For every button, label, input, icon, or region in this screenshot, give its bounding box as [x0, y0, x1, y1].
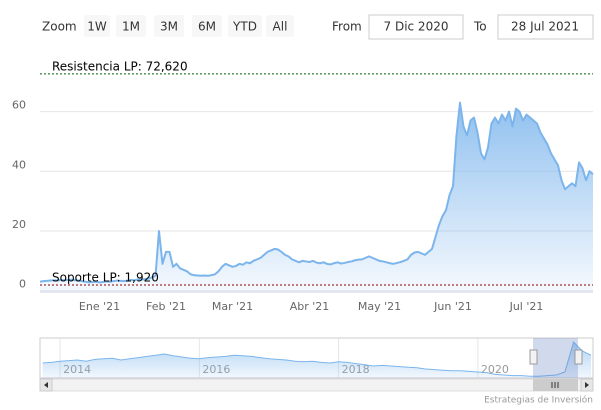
range-button[interactable]	[154, 15, 184, 37]
range-button-label: 1W	[87, 20, 107, 34]
range-button[interactable]	[266, 15, 294, 37]
y-tick-label: 40	[12, 158, 26, 171]
x-tick-label: Abr '21	[290, 300, 330, 313]
plot-line-label: Resistencia LP: 72,620	[52, 59, 188, 73]
from-label: From	[332, 20, 362, 34]
to-label: To	[473, 20, 487, 34]
area-fill	[40, 102, 593, 291]
range-button[interactable]	[228, 15, 262, 37]
x-tick-label: Mar '21	[212, 300, 253, 313]
from-value: 7 Dic 2020	[384, 20, 449, 34]
scrollbar-arrow	[44, 382, 48, 388]
range-button[interactable]	[116, 15, 146, 37]
navigator-area	[42, 342, 591, 378]
plot-line-label: Soporte LP: 1,920	[52, 270, 159, 284]
navigator-handle[interactable]	[574, 349, 583, 365]
range-button-label: All	[273, 20, 288, 34]
scrollbar-arrow	[585, 382, 589, 388]
range-button[interactable]	[192, 15, 222, 37]
scrollbar-track[interactable]	[39, 378, 594, 392]
series-line	[39, 101, 594, 284]
y-tick-label: 20	[12, 218, 26, 231]
credits: Estrategias de Inversión	[484, 395, 593, 406]
x-tick-label: May '21	[358, 300, 401, 313]
range-button-label: 6M	[198, 20, 216, 34]
y-tick-label: 0	[19, 278, 26, 291]
navigator: 2014201620182020	[42, 338, 592, 378]
x-tick-label: Ene '21	[79, 300, 120, 313]
range-button-label: 3M	[160, 20, 178, 34]
navigator-selection[interactable]	[533, 338, 578, 378]
range-button-label: 1M	[122, 20, 140, 34]
scrollbar-grip	[551, 382, 559, 388]
range-button-label: YTD	[232, 20, 257, 34]
x-tick-label: Jul '21	[509, 300, 544, 313]
to-input[interactable]	[497, 14, 594, 40]
x-tick-label: Feb '21	[146, 300, 186, 313]
y-tick-label: 60	[12, 99, 26, 112]
to-value: 28 Jul 2021	[511, 20, 579, 34]
range-button[interactable]	[84, 15, 110, 37]
from-input[interactable]	[368, 14, 464, 40]
zoom-label: Zoom	[42, 20, 77, 34]
navigator-line	[42, 341, 592, 377]
navigator-handle[interactable]	[529, 349, 538, 365]
x-tick-label: Jun '21	[433, 300, 472, 313]
